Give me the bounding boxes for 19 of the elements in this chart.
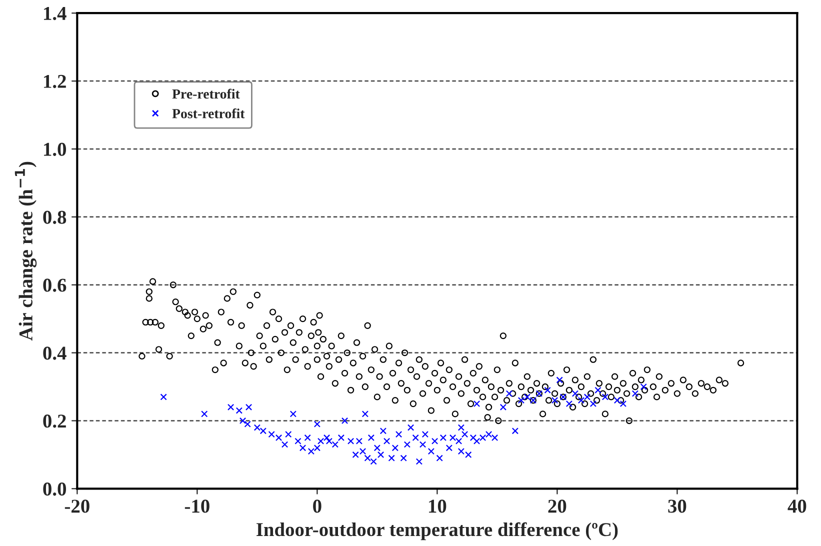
x-tick-label: 10 xyxy=(429,500,446,513)
x-tick-label: 20 xyxy=(548,500,566,513)
y-tick-label: 0.2 xyxy=(43,414,66,428)
x-tick-label: 0 xyxy=(313,500,322,513)
y-tick-label: 0.4 xyxy=(43,346,66,360)
y-axis-title: Air change rate (h$^{−1}$) xyxy=(14,162,37,341)
x-axis-title: Indoor-outdoor temperature difference (ºC) xyxy=(256,522,618,540)
y-tick-label: 1.0 xyxy=(44,142,66,156)
legend-label: Pre-retrofit xyxy=(172,88,240,99)
y-tick-label: 0.0 xyxy=(43,482,66,496)
legend-label: Post-retrofit xyxy=(172,108,245,118)
y-tick-label: 0.6 xyxy=(43,278,66,292)
y-tick-label: 0.8 xyxy=(43,210,66,224)
x-tick-label: -10 xyxy=(184,500,210,513)
x-tick-label: -20 xyxy=(64,500,90,513)
y-tick-label: 1.4 xyxy=(44,7,66,20)
x-tick-label: 40 xyxy=(788,500,806,513)
x-tick-label: 30 xyxy=(668,500,686,513)
y-tick-label: 1.2 xyxy=(44,74,66,88)
